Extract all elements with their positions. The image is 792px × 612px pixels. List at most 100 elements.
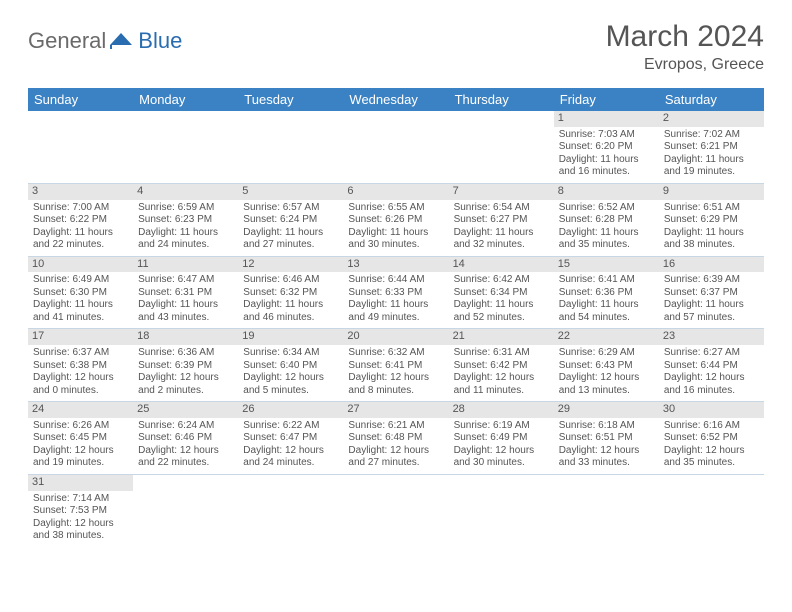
calendar-cell: 27Sunrise: 6:21 AMSunset: 6:48 PMDayligh…: [343, 402, 448, 475]
calendar-cell: [343, 474, 448, 546]
cell-line: Daylight: 11 hours: [33, 299, 128, 312]
cell-line: Sunset: 6:51 PM: [559, 432, 654, 445]
day-number: 14: [449, 257, 554, 273]
cell-line: Sunrise: 6:31 AM: [454, 347, 549, 360]
cell-line: and 13 minutes.: [559, 385, 654, 398]
day-number: 23: [659, 329, 764, 345]
cell-line: and 0 minutes.: [33, 385, 128, 398]
calendar-cell: 6Sunrise: 6:55 AMSunset: 6:26 PMDaylight…: [343, 183, 448, 256]
cell-line: Sunrise: 6:36 AM: [138, 347, 233, 360]
month-title: March 2024: [606, 20, 764, 54]
cell-line: Sunrise: 6:26 AM: [33, 420, 128, 433]
calendar-cell: 8Sunrise: 6:52 AMSunset: 6:28 PMDaylight…: [554, 183, 659, 256]
day-number: 12: [238, 257, 343, 273]
calendar-cell: 5Sunrise: 6:57 AMSunset: 6:24 PMDaylight…: [238, 183, 343, 256]
cell-line: and 41 minutes.: [33, 312, 128, 325]
cell-line: Sunset: 6:44 PM: [664, 360, 759, 373]
calendar-cell: 26Sunrise: 6:22 AMSunset: 6:47 PMDayligh…: [238, 402, 343, 475]
cell-line: Sunrise: 6:59 AM: [138, 202, 233, 215]
cell-line: and 24 minutes.: [243, 457, 338, 470]
cell-line: and 2 minutes.: [138, 385, 233, 398]
day-header: Wednesday: [343, 88, 448, 111]
cell-line: and 11 minutes.: [454, 385, 549, 398]
cell-line: Sunset: 6:30 PM: [33, 287, 128, 300]
cell-line: Sunset: 6:43 PM: [559, 360, 654, 373]
calendar-cell: 28Sunrise: 6:19 AMSunset: 6:49 PMDayligh…: [449, 402, 554, 475]
calendar-row: 17Sunrise: 6:37 AMSunset: 6:38 PMDayligh…: [28, 329, 764, 402]
cell-line: Sunrise: 6:34 AM: [243, 347, 338, 360]
cell-line: and 27 minutes.: [243, 239, 338, 252]
cell-line: Sunrise: 6:51 AM: [664, 202, 759, 215]
calendar-cell: [238, 474, 343, 546]
cell-line: Sunset: 6:32 PM: [243, 287, 338, 300]
cell-line: and 8 minutes.: [348, 385, 443, 398]
cell-line: and 19 minutes.: [664, 166, 759, 179]
day-number: 22: [554, 329, 659, 345]
calendar-cell: 13Sunrise: 6:44 AMSunset: 6:33 PMDayligh…: [343, 256, 448, 329]
cell-line: Daylight: 12 hours: [33, 445, 128, 458]
cell-line: and 49 minutes.: [348, 312, 443, 325]
cell-line: and 22 minutes.: [138, 457, 233, 470]
day-number: 8: [554, 184, 659, 200]
cell-line: Sunrise: 7:02 AM: [664, 129, 759, 142]
cell-line: Daylight: 12 hours: [454, 372, 549, 385]
day-number: 3: [28, 184, 133, 200]
calendar-table: SundayMondayTuesdayWednesdayThursdayFrid…: [28, 88, 764, 547]
header: General Blue March 2024 Evropos, Greece: [28, 20, 764, 74]
calendar-cell: 30Sunrise: 6:16 AMSunset: 6:52 PMDayligh…: [659, 402, 764, 475]
day-header: Tuesday: [238, 88, 343, 111]
cell-line: Sunset: 7:53 PM: [33, 505, 128, 518]
calendar-cell: 15Sunrise: 6:41 AMSunset: 6:36 PMDayligh…: [554, 256, 659, 329]
logo-text-general: General: [28, 28, 106, 54]
calendar-cell: 10Sunrise: 6:49 AMSunset: 6:30 PMDayligh…: [28, 256, 133, 329]
day-number: 9: [659, 184, 764, 200]
cell-line: Sunrise: 6:52 AM: [559, 202, 654, 215]
cell-line: Daylight: 11 hours: [348, 299, 443, 312]
day-number: 4: [133, 184, 238, 200]
cell-line: Sunset: 6:31 PM: [138, 287, 233, 300]
cell-line: and 16 minutes.: [664, 385, 759, 398]
cell-line: Sunrise: 6:57 AM: [243, 202, 338, 215]
cell-line: Sunrise: 6:18 AM: [559, 420, 654, 433]
cell-line: Sunset: 6:33 PM: [348, 287, 443, 300]
calendar-cell: 24Sunrise: 6:26 AMSunset: 6:45 PMDayligh…: [28, 402, 133, 475]
cell-line: Daylight: 11 hours: [559, 299, 654, 312]
calendar-row: 1Sunrise: 7:03 AMSunset: 6:20 PMDaylight…: [28, 111, 764, 183]
cell-line: and 35 minutes.: [559, 239, 654, 252]
cell-line: Sunset: 6:21 PM: [664, 141, 759, 154]
calendar-cell: 25Sunrise: 6:24 AMSunset: 6:46 PMDayligh…: [133, 402, 238, 475]
day-number: 10: [28, 257, 133, 273]
cell-line: Sunset: 6:22 PM: [33, 214, 128, 227]
day-number: 15: [554, 257, 659, 273]
cell-line: Sunrise: 6:54 AM: [454, 202, 549, 215]
day-number: 5: [238, 184, 343, 200]
cell-line: and 43 minutes.: [138, 312, 233, 325]
cell-line: Sunrise: 6:46 AM: [243, 274, 338, 287]
cell-line: Sunrise: 6:41 AM: [559, 274, 654, 287]
calendar-cell: [133, 474, 238, 546]
calendar-row: 31Sunrise: 7:14 AMSunset: 7:53 PMDayligh…: [28, 474, 764, 546]
cell-line: and 19 minutes.: [33, 457, 128, 470]
cell-line: Sunrise: 6:29 AM: [559, 347, 654, 360]
cell-line: and 30 minutes.: [348, 239, 443, 252]
cell-line: Daylight: 11 hours: [243, 227, 338, 240]
cell-line: Sunrise: 7:14 AM: [33, 493, 128, 506]
cell-line: and 33 minutes.: [559, 457, 654, 470]
cell-line: Sunrise: 6:22 AM: [243, 420, 338, 433]
calendar-cell: 2Sunrise: 7:02 AMSunset: 6:21 PMDaylight…: [659, 111, 764, 183]
cell-line: Daylight: 11 hours: [664, 299, 759, 312]
cell-line: Daylight: 12 hours: [559, 372, 654, 385]
cell-line: Sunset: 6:34 PM: [454, 287, 549, 300]
day-header: Thursday: [449, 88, 554, 111]
calendar-cell: [449, 111, 554, 183]
cell-line: Sunset: 6:20 PM: [559, 141, 654, 154]
cell-line: and 5 minutes.: [243, 385, 338, 398]
cell-line: Sunset: 6:41 PM: [348, 360, 443, 373]
cell-line: Sunrise: 6:24 AM: [138, 420, 233, 433]
title-block: March 2024 Evropos, Greece: [606, 20, 764, 74]
calendar-cell: [28, 111, 133, 183]
cell-line: Sunset: 6:40 PM: [243, 360, 338, 373]
cell-line: Daylight: 11 hours: [664, 227, 759, 240]
cell-line: Sunrise: 7:00 AM: [33, 202, 128, 215]
cell-line: Daylight: 12 hours: [33, 518, 128, 531]
